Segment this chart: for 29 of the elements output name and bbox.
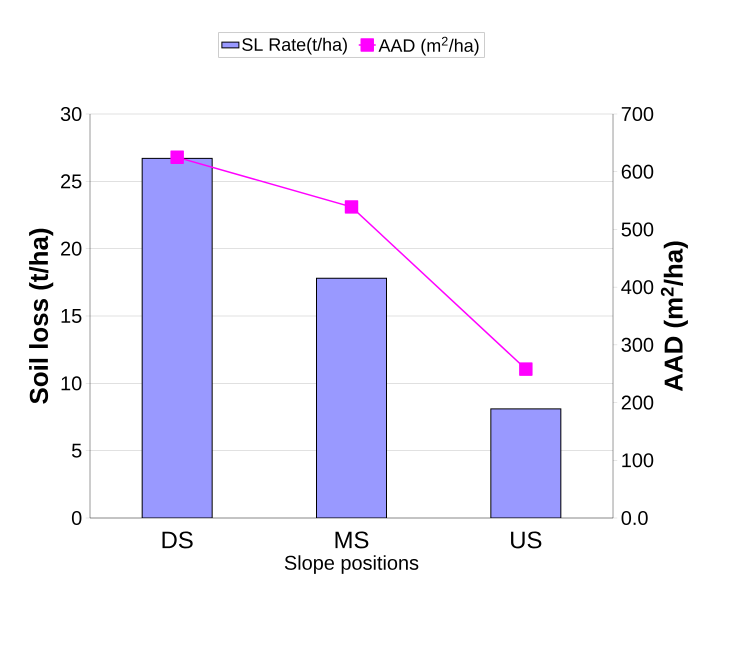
y2-tick-label: 400 [621, 280, 654, 294]
point [170, 150, 184, 164]
y-axis-title: Soil loss (t/ha) [29, 228, 54, 404]
y2-tick-label: 700 [622, 106, 654, 122]
legend-label: AAD (m$^{2}$/ha) [378, 36, 479, 56]
y-tick-label: 25 [61, 174, 82, 188]
point [519, 362, 533, 376]
y-tick-label: 0 [72, 510, 82, 526]
bar [316, 278, 388, 518]
x-tick-label: DS [162, 531, 193, 548]
y-tick-label: 30 [60, 106, 82, 122]
y-tick-label: 15 [62, 309, 82, 323]
bar [142, 158, 213, 518]
y2-tick-label: 600 [622, 164, 654, 179]
y-tick-label: 10 [62, 376, 82, 390]
y2-tick-label: 300 [622, 338, 654, 352]
x-tick-label: MS [336, 531, 368, 548]
y-tick-label: 20 [61, 242, 82, 256]
y-tick-label: 5 [72, 444, 82, 458]
x-tick-label: US [511, 531, 542, 548]
y2-tick-label: 0.0 [622, 510, 648, 526]
x-axis-title: Slope positions [284, 555, 418, 574]
point [344, 200, 358, 214]
y2-tick-label: 200 [622, 396, 654, 410]
y2-axis-title: AAD (m$^{2}$/ha) [660, 241, 688, 392]
legend-label: SL Rate(t/ha) [242, 38, 347, 54]
bar [490, 408, 562, 518]
y2-tick-label: 500 [622, 222, 654, 236]
y2-tick-label: 100 [622, 453, 654, 468]
